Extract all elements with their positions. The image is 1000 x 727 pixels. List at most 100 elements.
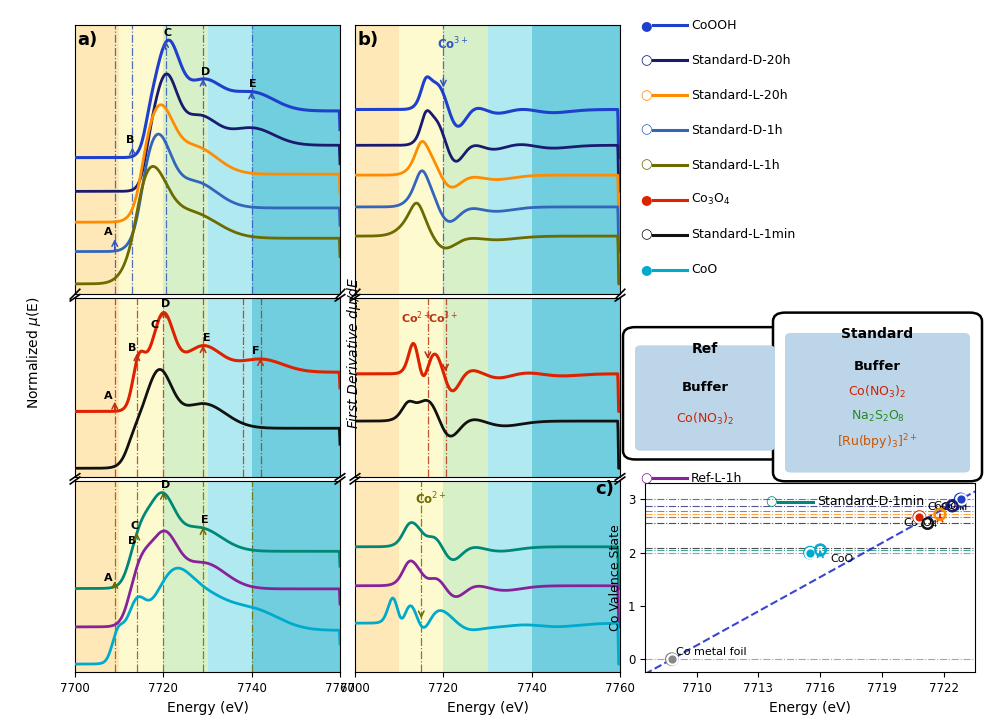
Text: E: E [201, 515, 208, 525]
Bar [252, 298, 340, 477]
Bar [532, 298, 620, 477]
Text: CoOH: CoOH [934, 501, 965, 511]
Bar [119, 481, 163, 672]
Point [911, 511, 927, 523]
Bar [488, 481, 532, 672]
Bar [208, 481, 252, 672]
Text: a): a) [78, 31, 98, 49]
Point [944, 500, 960, 512]
Point [953, 494, 969, 505]
Bar [532, 481, 620, 672]
Text: ○: ○ [640, 54, 652, 67]
Text: First Derivative $d\mu$/$d$E: First Derivative $d\mu$/$d$E [345, 276, 363, 429]
Bar [399, 298, 443, 477]
Point [932, 508, 948, 520]
Text: D: D [161, 480, 170, 490]
Text: Standard-D-20h: Standard-D-20h [691, 54, 791, 67]
Text: Standard: Standard [841, 327, 914, 342]
Text: Co$^{2+}$: Co$^{2+}$ [401, 309, 431, 326]
Text: [Ru(bpy)$_3$]$^{2+}$: [Ru(bpy)$_3$]$^{2+}$ [837, 433, 918, 452]
Bar [443, 298, 488, 477]
Text: Standard-L-1min: Standard-L-1min [691, 228, 795, 241]
Text: E: E [249, 79, 257, 89]
Text: Co(NO$_3$)$_2$: Co(NO$_3$)$_2$ [848, 385, 907, 401]
Bar [355, 481, 399, 672]
Bar [208, 25, 252, 294]
Point [920, 518, 936, 529]
Text: Co$^{3+}$: Co$^{3+}$ [437, 36, 468, 52]
Bar [355, 298, 399, 477]
Bar [355, 25, 399, 294]
Point [920, 518, 936, 529]
Text: Standard-D-1h: Standard-D-1h [691, 124, 783, 137]
Text: C: C [150, 320, 158, 330]
Bar [208, 298, 252, 477]
Bar [532, 25, 620, 294]
Bar [75, 481, 119, 672]
Text: Standard-L-20h: Standard-L-20h [691, 89, 788, 102]
Text: CoOOH: CoOOH [928, 502, 968, 512]
Point [953, 494, 969, 505]
Bar [119, 25, 163, 294]
X-axis label: Energy (eV): Energy (eV) [769, 701, 851, 715]
Text: Co$^{3+}$: Co$^{3+}$ [428, 309, 458, 326]
Text: CoO: CoO [691, 263, 717, 276]
Bar [163, 25, 208, 294]
Text: Buffer: Buffer [854, 360, 901, 373]
Bar [252, 25, 340, 294]
Text: D: D [201, 66, 210, 76]
Text: b): b) [358, 31, 379, 49]
Text: B: B [126, 135, 134, 145]
Text: C: C [163, 28, 171, 38]
Text: A: A [104, 227, 112, 237]
Point [664, 654, 680, 665]
Text: Buffer: Buffer [682, 381, 729, 394]
Text: Na$_2$S$_2$O$_8$: Na$_2$S$_2$O$_8$ [851, 409, 904, 424]
X-axis label: Energy (eV): Energy (eV) [167, 701, 248, 715]
Point [812, 545, 828, 556]
Text: Standard-L-1h: Standard-L-1h [691, 158, 780, 172]
Text: F: F [252, 346, 259, 356]
Text: Co$_3$O$_4$: Co$_3$O$_4$ [691, 193, 730, 207]
Bar [399, 481, 443, 672]
Point [932, 508, 948, 520]
Text: ○: ○ [640, 472, 652, 485]
Point [911, 511, 927, 523]
Text: CoOOH: CoOOH [691, 19, 737, 32]
Text: D: D [161, 299, 170, 308]
Text: B: B [128, 342, 136, 353]
Text: Ref: Ref [692, 342, 718, 356]
Text: Co(NO$_3$)$_2$: Co(NO$_3$)$_2$ [676, 411, 734, 427]
Bar [443, 481, 488, 672]
Text: c): c) [596, 480, 614, 498]
Y-axis label: Co Valence State: Co Valence State [609, 525, 622, 631]
Text: Standard-D-1min: Standard-D-1min [817, 495, 924, 508]
Text: E: E [203, 333, 211, 343]
Text: ○: ○ [765, 495, 777, 508]
Point [664, 654, 680, 665]
Bar [443, 25, 488, 294]
Point [802, 547, 818, 558]
Text: A: A [104, 573, 112, 582]
Bar [163, 298, 208, 477]
Text: Co metal foil: Co metal foil [676, 647, 747, 657]
Text: ○: ○ [640, 89, 652, 102]
Text: Co$_3$O$_4$: Co$_3$O$_4$ [903, 516, 938, 530]
Text: Co$^{2+}$: Co$^{2+}$ [415, 491, 446, 507]
Text: ●: ● [640, 19, 652, 32]
Text: Ref-L-1h: Ref-L-1h [691, 472, 742, 485]
Text: A: A [104, 391, 112, 401]
Text: Normalized $\mu$(E): Normalized $\mu$(E) [25, 297, 43, 409]
Text: ●: ● [640, 193, 652, 206]
X-axis label: Energy (eV): Energy (eV) [447, 701, 528, 715]
Bar [75, 25, 119, 294]
Point [944, 500, 960, 512]
Bar [163, 481, 208, 672]
Bar [488, 25, 532, 294]
Text: C: C [130, 521, 138, 531]
Point [812, 545, 828, 556]
Text: ○: ○ [640, 228, 652, 241]
Text: ●: ● [640, 263, 652, 276]
Text: ○: ○ [640, 158, 652, 172]
Bar [488, 298, 532, 477]
